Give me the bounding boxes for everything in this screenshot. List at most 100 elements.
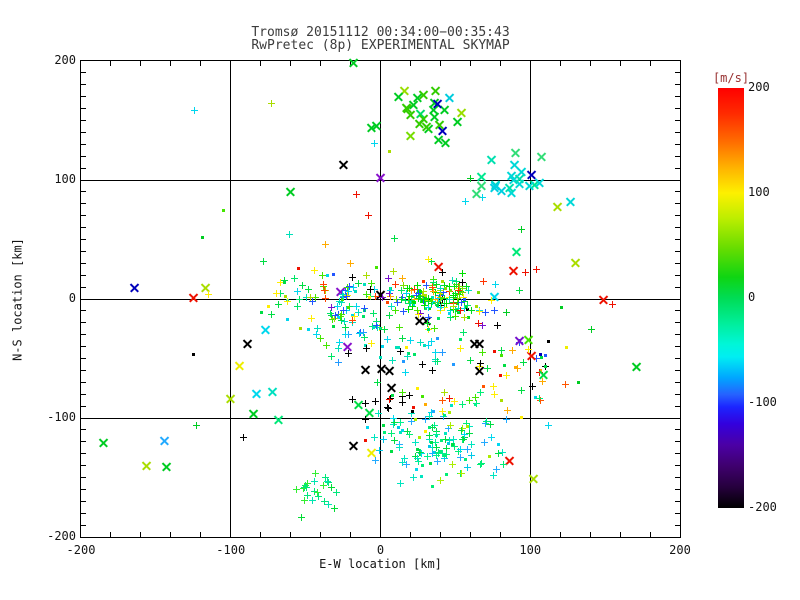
axis-tick [290, 61, 292, 66]
scatter-point [476, 388, 484, 396]
scatter-point [399, 389, 407, 397]
scatter-point [519, 358, 527, 366]
scatter-point [348, 274, 356, 282]
scatter-point [418, 113, 429, 124]
axis-tick [81, 227, 86, 229]
scatter-point [405, 345, 409, 349]
scatter-point [396, 444, 404, 452]
axis-tick [675, 286, 680, 288]
axis-tick [81, 131, 86, 133]
scatter-point [405, 109, 416, 120]
scatter-point [385, 275, 393, 283]
scatter-point [412, 353, 416, 357]
scatter-point [445, 296, 453, 304]
axis-tick [230, 528, 232, 537]
scatter-point [161, 461, 172, 472]
scatter-point [383, 335, 391, 343]
scatter-point [313, 488, 321, 496]
scatter-point [345, 302, 353, 310]
scatter-point [353, 302, 361, 310]
scatter-point [397, 480, 405, 488]
scatter-point [389, 420, 397, 428]
scatter-point [191, 107, 199, 115]
scatter-point [484, 364, 492, 372]
scatter-point [331, 315, 339, 323]
scatter-point [467, 307, 475, 315]
scatter-point [327, 310, 335, 318]
scatter-point [513, 364, 521, 372]
scatter-point [487, 455, 491, 459]
scatter-point [387, 303, 395, 311]
axis-tick [559, 61, 561, 66]
axis-tick [675, 203, 680, 205]
scatter-point [458, 269, 466, 277]
scatter-point [432, 296, 440, 304]
scatter-point [273, 414, 284, 425]
scatter-point [333, 303, 341, 310]
scatter-point [325, 478, 333, 486]
scatter-point [439, 396, 447, 404]
scatter-point [462, 197, 470, 205]
axis-tick [675, 322, 680, 324]
scatter-point [328, 315, 336, 323]
scatter-point [384, 404, 392, 412]
axis-tick [675, 262, 680, 264]
scatter-point [452, 278, 460, 286]
scatter-point [442, 300, 450, 308]
scatter-point [334, 310, 342, 318]
scatter-point [428, 258, 436, 266]
scatter-point [499, 373, 503, 377]
scatter-point [318, 272, 326, 280]
axis-tick [81, 167, 86, 169]
scatter-point [413, 286, 421, 294]
colorbar-unit-label: [m/s] [712, 71, 750, 85]
scatter-point [540, 356, 544, 360]
scatter-point [405, 392, 413, 400]
scatter-point [506, 187, 517, 198]
scatter-point [490, 179, 501, 190]
scatter-point [440, 282, 448, 290]
scatter-point [500, 399, 504, 403]
axis-tick [81, 524, 86, 526]
scatter-point [242, 338, 253, 349]
scatter-point [411, 453, 419, 461]
scatter-point [442, 454, 446, 458]
axis-tick [81, 155, 86, 157]
axis-tick [675, 96, 680, 98]
scatter-point [370, 434, 378, 442]
scatter-point [426, 436, 434, 444]
scatter-point [428, 286, 436, 294]
scatter-point [302, 482, 310, 490]
axis-tick [675, 108, 680, 110]
scatter-point [516, 166, 527, 177]
scatter-point [459, 284, 467, 292]
axis-tick [81, 405, 86, 407]
scatter-point [432, 358, 440, 366]
scatter-point [490, 471, 498, 479]
scatter-point [324, 501, 332, 509]
scatter-point [427, 328, 431, 332]
scatter-point [380, 325, 388, 333]
scatter-point [448, 277, 456, 285]
scatter-point [427, 426, 431, 430]
scatter-point [404, 285, 412, 292]
scatter-point [458, 288, 466, 296]
scatter-point [434, 449, 442, 457]
scatter-point [476, 180, 487, 191]
scatter-point [320, 287, 328, 295]
y-tick-label: 0 [68, 291, 76, 305]
scatter-point [456, 307, 464, 315]
scatter-point [391, 393, 395, 397]
scatter-point [509, 159, 520, 170]
axis-tick [469, 61, 471, 66]
colorbar-tick-label: -200 [748, 500, 777, 514]
scatter-point [459, 436, 467, 444]
scatter-point [490, 383, 498, 391]
scatter-point [407, 351, 411, 355]
scatter-point [457, 427, 465, 435]
scatter-point [444, 92, 455, 103]
scatter-point [259, 310, 263, 314]
scatter-point [336, 338, 344, 346]
scatter-point [334, 344, 342, 352]
